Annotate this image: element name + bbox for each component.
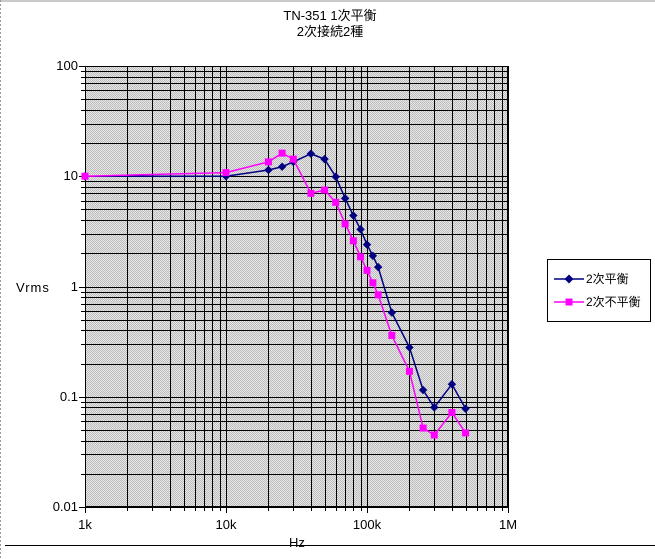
x-tick-label-1M: 1M	[498, 517, 518, 532]
legend-item-unbalanced[interactable]: 2次不平衡	[554, 290, 650, 313]
data-point-diamond[interactable]	[405, 343, 414, 352]
x-tick-label-1k: 1k	[78, 517, 92, 532]
legend-sample-square-line	[554, 298, 584, 305]
data-point-diamond[interactable]	[430, 403, 439, 412]
y-axis-title: Vrms	[16, 280, 50, 295]
data-point-square[interactable]	[388, 331, 396, 339]
data-point-diamond[interactable]	[387, 308, 397, 317]
plot-border	[85, 66, 508, 507]
data-point-square[interactable]	[264, 158, 272, 166]
square-marker-icon	[565, 298, 573, 305]
window-top-edge	[0, 0, 655, 2]
data-point-square[interactable]	[448, 408, 456, 416]
axis-ticks	[79, 66, 509, 513]
data-point-square[interactable]	[321, 186, 329, 194]
x-tick-label-10k: 10k	[215, 517, 237, 532]
data-point-square[interactable]	[349, 237, 357, 245]
chart-title-line1: TN-351 1次平衡	[283, 8, 377, 23]
y-tick-label-0.1: 0.1	[59, 389, 78, 404]
data-point-diamond[interactable]	[461, 404, 470, 413]
plot-area[interactable]	[79, 66, 509, 513]
data-point-square[interactable]	[81, 172, 89, 180]
data-point-diamond[interactable]	[331, 172, 340, 181]
data-point-diamond[interactable]	[368, 251, 378, 260]
data-point-square[interactable]	[430, 431, 438, 439]
y-tick-label-1: 1	[70, 279, 78, 294]
sheet-row-gridline	[5, 545, 655, 546]
data-point-square[interactable]	[332, 198, 340, 206]
gridlines	[85, 66, 509, 508]
x-tick-label-100k: 100k	[352, 517, 382, 532]
data-point-square[interactable]	[462, 429, 470, 437]
data-point-diamond[interactable]	[373, 262, 383, 272]
data-point-square[interactable]	[363, 266, 371, 274]
data-point-square[interactable]	[405, 367, 413, 375]
data-point-diamond[interactable]	[320, 154, 329, 164]
series-2次不平衡[interactable]	[81, 149, 470, 439]
legend-item-balanced[interactable]: 2次平衡	[554, 267, 650, 290]
data-point-square[interactable]	[289, 155, 297, 163]
diamond-marker-icon	[564, 274, 574, 283]
data-point-diamond[interactable]	[447, 379, 457, 389]
data-point-square[interactable]	[369, 279, 377, 287]
y-tick-label-100: 100	[56, 58, 78, 73]
data-point-square[interactable]	[374, 291, 382, 299]
y-tick-label-0.01: 0.01	[52, 499, 78, 514]
window-left-edge	[0, 0, 1, 559]
data-point-square[interactable]	[278, 149, 286, 157]
legend-sample-diamond-line	[554, 274, 584, 283]
data-point-diamond[interactable]	[349, 211, 358, 220]
data-point-diamond[interactable]	[306, 149, 316, 158]
data-point-square[interactable]	[357, 253, 365, 261]
data-point-diamond[interactable]	[418, 385, 428, 395]
y-tick-label-10: 10	[63, 168, 78, 183]
data-point-square[interactable]	[307, 189, 315, 197]
legend-box[interactable]: 2次平衡 2次不平衡	[547, 259, 651, 322]
x-axis-title: Hz	[289, 535, 305, 550]
data-point-diamond[interactable]	[362, 240, 372, 249]
data-point-diamond[interactable]	[340, 194, 350, 203]
legend-label-unbalanced: 2次不平衡	[586, 295, 641, 309]
data-point-diamond[interactable]	[277, 162, 287, 171]
data-point-square[interactable]	[341, 220, 349, 228]
data-point-square[interactable]	[222, 169, 230, 177]
data-point-square[interactable]	[419, 424, 427, 432]
data-point-diamond[interactable]	[356, 225, 365, 234]
chart-title-line2: 2次接続2種	[296, 24, 364, 39]
data-point-diamond[interactable]	[221, 172, 231, 181]
chart-canvas	[79, 66, 509, 513]
chart-title: TN-351 1次平衡 2次接続2種	[0, 8, 655, 40]
data-point-diamond[interactable]	[264, 165, 273, 175]
legend-label-balanced: 2次平衡	[586, 272, 629, 286]
